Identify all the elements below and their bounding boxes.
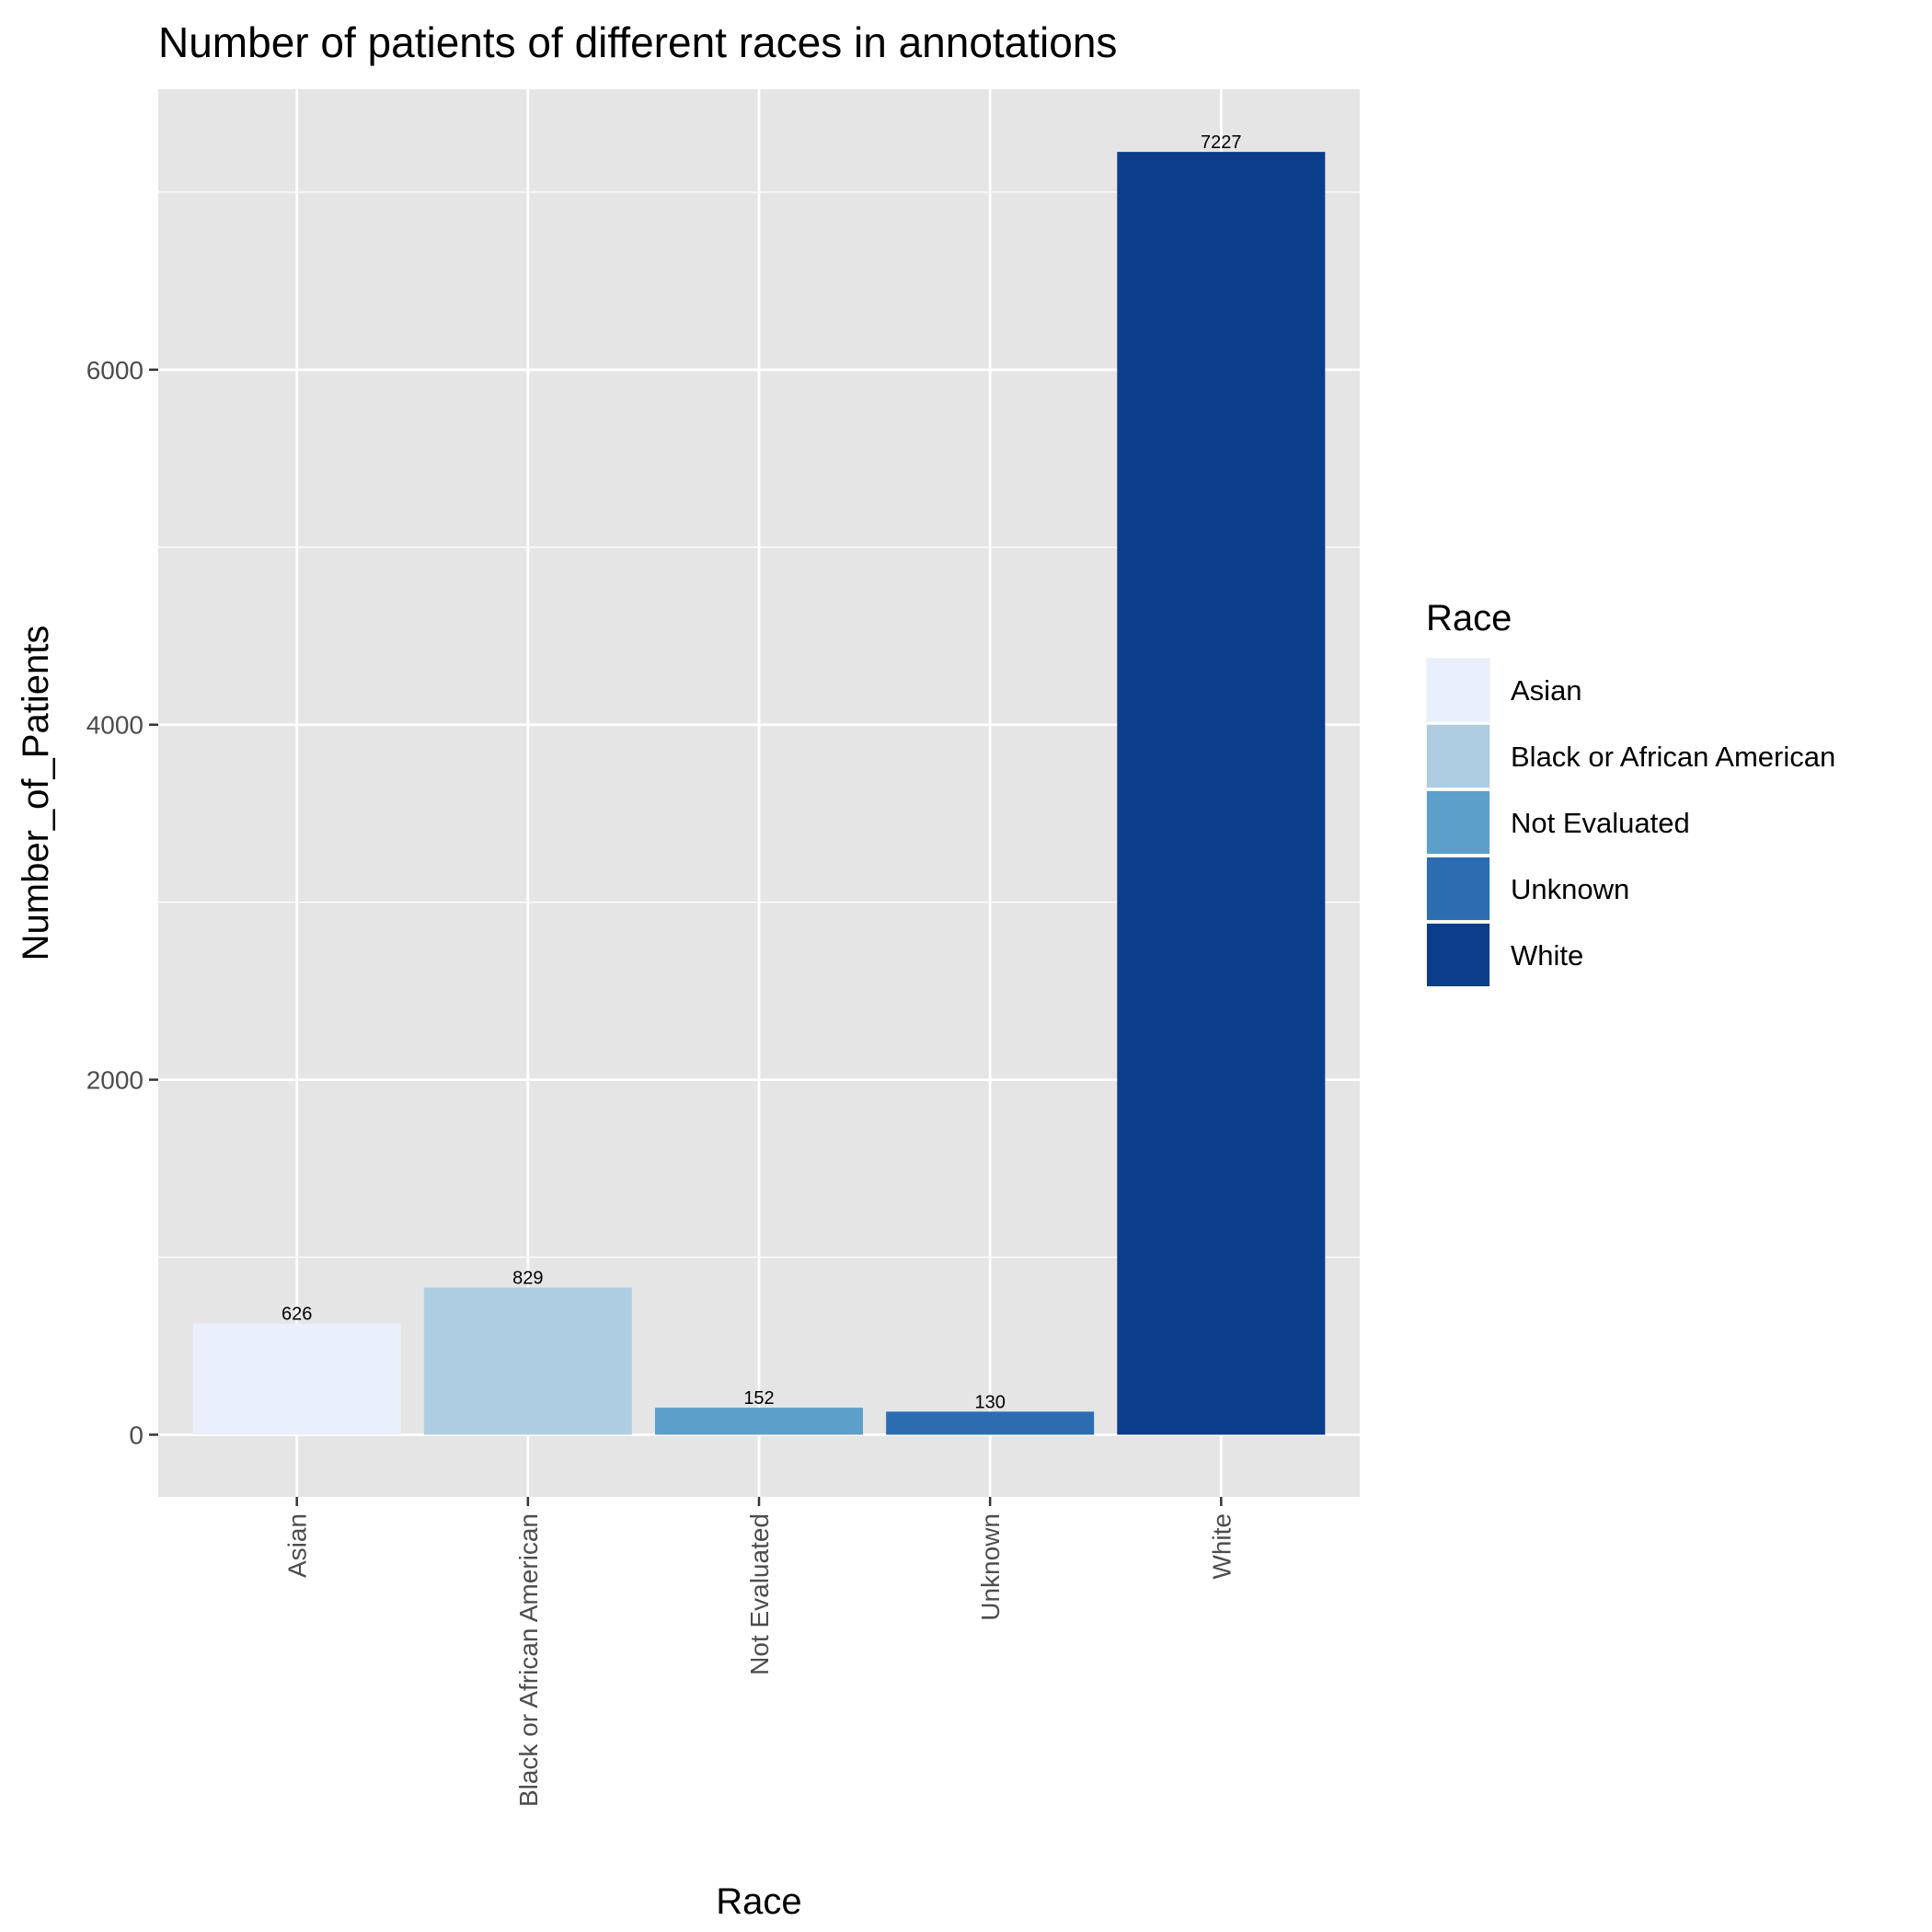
legend-label: Unknown: [1511, 873, 1629, 905]
x-tick-label: White: [1207, 1513, 1236, 1580]
legend-swatch: [1427, 659, 1489, 721]
bar: [192, 1323, 401, 1435]
y-axis-title: Number_of_Patients: [16, 626, 56, 961]
legend-title: Race: [1426, 598, 1512, 638]
chart-title: Number of patients of different races in…: [158, 18, 1117, 66]
legend-label: Not Evaluated: [1511, 807, 1690, 839]
legend-swatch: [1427, 725, 1489, 788]
data-labels: 626 829 152 130 7227: [282, 132, 1242, 1412]
data-label: 7227: [1201, 132, 1242, 153]
y-axis: 0 2000 4000 6000: [86, 356, 158, 1449]
legend-label: White: [1511, 939, 1583, 972]
x-tick-label: Not Evaluated: [745, 1513, 774, 1675]
data-label: 829: [512, 1269, 543, 1289]
legend: Race Asian Black or African American Not E…: [1426, 598, 1835, 987]
x-axis: Asian Black or African American Not Evalua…: [283, 1497, 1236, 1807]
x-tick-label: Asian: [283, 1513, 312, 1578]
bars: [192, 152, 1326, 1435]
legend-swatch: [1427, 924, 1489, 986]
y-tick-label: 0: [129, 1420, 144, 1449]
x-tick-label: Unknown: [976, 1513, 1005, 1621]
legend-items: Asian Black or African American Not Evalua…: [1426, 658, 1835, 987]
data-label: 152: [743, 1388, 774, 1409]
data-label: 626: [282, 1305, 312, 1325]
legend-label: Black or African American: [1511, 741, 1835, 773]
bar: [423, 1287, 632, 1435]
bar: [886, 1411, 1095, 1435]
legend-swatch: [1427, 791, 1489, 854]
x-axis-title: Race: [716, 1881, 801, 1922]
data-label: 130: [974, 1392, 1005, 1412]
legend-label: Asian: [1511, 674, 1582, 707]
y-tick-label: 6000: [86, 356, 144, 385]
y-tick-label: 4000: [86, 711, 144, 740]
bar: [654, 1408, 864, 1435]
x-tick-label: Black or African American: [514, 1513, 543, 1807]
y-tick-label: 2000: [86, 1066, 144, 1095]
legend-swatch: [1427, 857, 1489, 920]
bar: [1117, 152, 1326, 1435]
